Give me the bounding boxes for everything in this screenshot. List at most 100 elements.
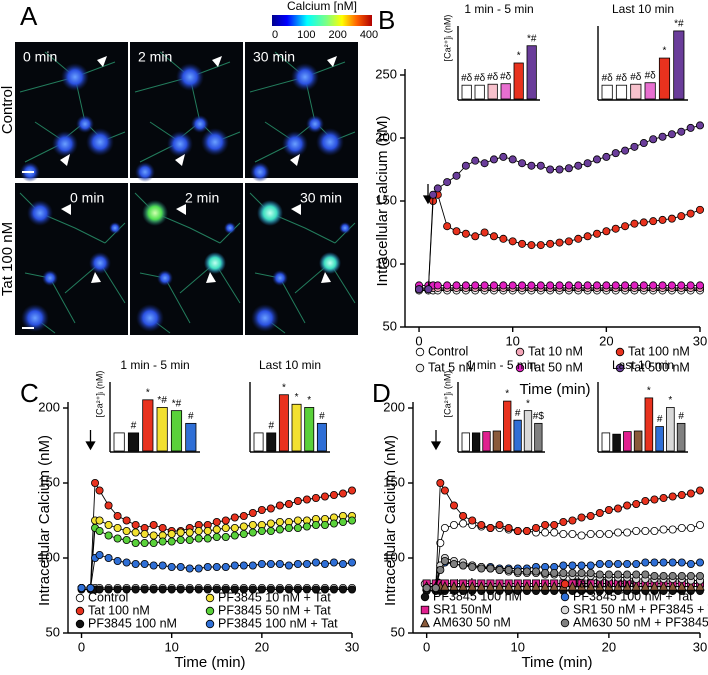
marker [604,560,613,569]
marker [459,519,468,528]
marker [194,564,203,573]
stimulus-arrows [85,184,442,451]
marker [461,281,470,290]
marker [595,560,604,569]
marker [586,561,595,570]
legend-marker [515,363,525,373]
y-axis-label: Intracellular Calcium (nM) [374,116,391,287]
marker [424,285,433,294]
inset-annotation: *# [527,33,537,44]
marker [131,560,140,569]
x-tick-label: 10 [505,333,519,348]
marker [122,558,131,567]
marker [167,530,176,539]
marker [293,516,302,525]
series-line [419,124,701,290]
marker [311,521,320,530]
marker [104,554,113,563]
legend-label: Control [428,344,468,358]
series-line [81,554,353,589]
marker [595,530,604,539]
marker [266,585,275,594]
x-axis-label: Time (min) [521,654,592,671]
marker [630,281,639,290]
marker [499,152,508,161]
inset-title: Last 10 min [612,358,674,372]
marker [422,584,431,593]
y-tick-label: 250 [375,66,397,81]
marker [212,518,221,527]
marker [440,486,449,495]
y-tick-label: 50 [383,318,397,333]
marker [471,156,480,165]
marker [522,581,532,591]
marker [568,516,577,525]
marker [149,531,158,540]
marker [468,563,477,572]
legend-label: PF3845 100 nM [88,616,177,630]
marker [508,237,517,246]
marker [449,560,458,569]
x-tick-label: 30 [693,639,707,654]
marker [499,281,508,290]
marker [239,512,248,521]
marker [641,496,650,505]
marker [95,551,104,560]
marker [527,241,536,250]
marker [513,527,522,536]
marker [695,581,705,591]
inset-bar [127,432,140,452]
inset-annotation: # [131,421,137,432]
legend-marker [560,618,570,628]
marker [686,123,695,132]
marker [113,524,122,533]
marker [302,522,311,531]
time-label: 0 min [23,49,57,65]
marker [667,281,676,290]
row-labels: Control 0 min 2 min 30 min Tat 100 nM 0 min 2 … [0,49,342,296]
marker [257,585,266,594]
marker [176,563,185,572]
marker [320,560,329,569]
legend-label: AM630 50 nM [433,615,511,629]
marker [639,139,648,148]
colorbar [272,15,372,26]
marker [641,570,650,579]
marker [131,521,140,530]
marker [436,478,445,487]
marker [604,505,613,514]
marker [212,585,221,594]
inset-title: Last 10 min [612,2,674,16]
marker [559,530,568,539]
inset-bar [266,432,277,452]
x-tick-label: 20 [602,639,616,654]
marker [550,569,559,578]
x-tick-label: 20 [599,333,613,348]
marker [604,581,614,591]
marker [86,584,95,593]
marker [113,585,122,594]
inset-bar [170,410,183,452]
row-label: Control [0,86,16,134]
inset-title: 1 min - 5 min [467,358,536,372]
marker [577,561,586,570]
inset-bar [278,394,289,452]
marker [602,152,611,161]
marker [631,581,641,591]
panel-letter: A [20,1,38,31]
legend-label: SR1 50 nM + PF3845 + Tat [573,602,708,616]
y-axis-label: Intracellular Calcium (nM) [36,435,53,606]
marker [499,234,508,243]
legend-label: Tat 100 nM [628,344,690,358]
marker [440,581,450,591]
marker [284,499,293,508]
marker [476,581,487,591]
inset-bar [673,30,685,100]
legend-marker [560,605,570,615]
x-tick-label: 0 [78,639,85,654]
inset-bar [500,83,511,100]
inset-bar [304,407,315,452]
marker [95,585,104,594]
marker [659,558,668,567]
